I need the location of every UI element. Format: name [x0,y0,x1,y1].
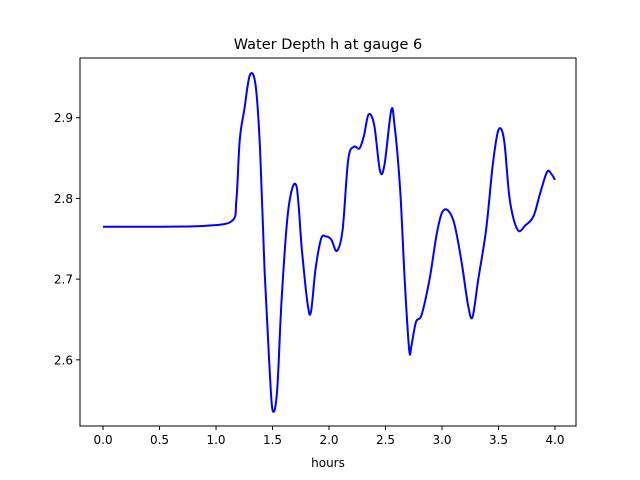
x-tick-label: 3.0 [432,433,451,447]
x-tick-label: 2.5 [376,433,395,447]
x-axis-label: hours [311,456,345,470]
x-tick-label: 2.0 [319,433,338,447]
y-tick-label: 2.7 [54,273,73,287]
plot-area [102,72,556,413]
x-tick-label: 0.5 [150,433,169,447]
x-axis: 0.0 0.5 1.0 1.5 2.0 2.5 3.0 3.5 4.0 [94,426,565,447]
x-tick-label: 3.5 [489,433,508,447]
x-tick-label: 4.0 [545,433,564,447]
x-tick-label: 1.5 [263,433,282,447]
x-tick-label: 0.0 [94,433,113,447]
y-tick-label: 2.6 [54,353,73,367]
axes-frame [79,57,577,427]
x-tick-label: 1.0 [206,433,225,447]
y-tick-label: 2.8 [54,192,73,206]
y-axis: 2.6 2.7 2.8 2.9 [54,111,80,367]
series-line-h [102,72,556,413]
y-tick-label: 2.9 [54,111,73,125]
chart-title: Water Depth h at gauge 6 [234,37,422,53]
